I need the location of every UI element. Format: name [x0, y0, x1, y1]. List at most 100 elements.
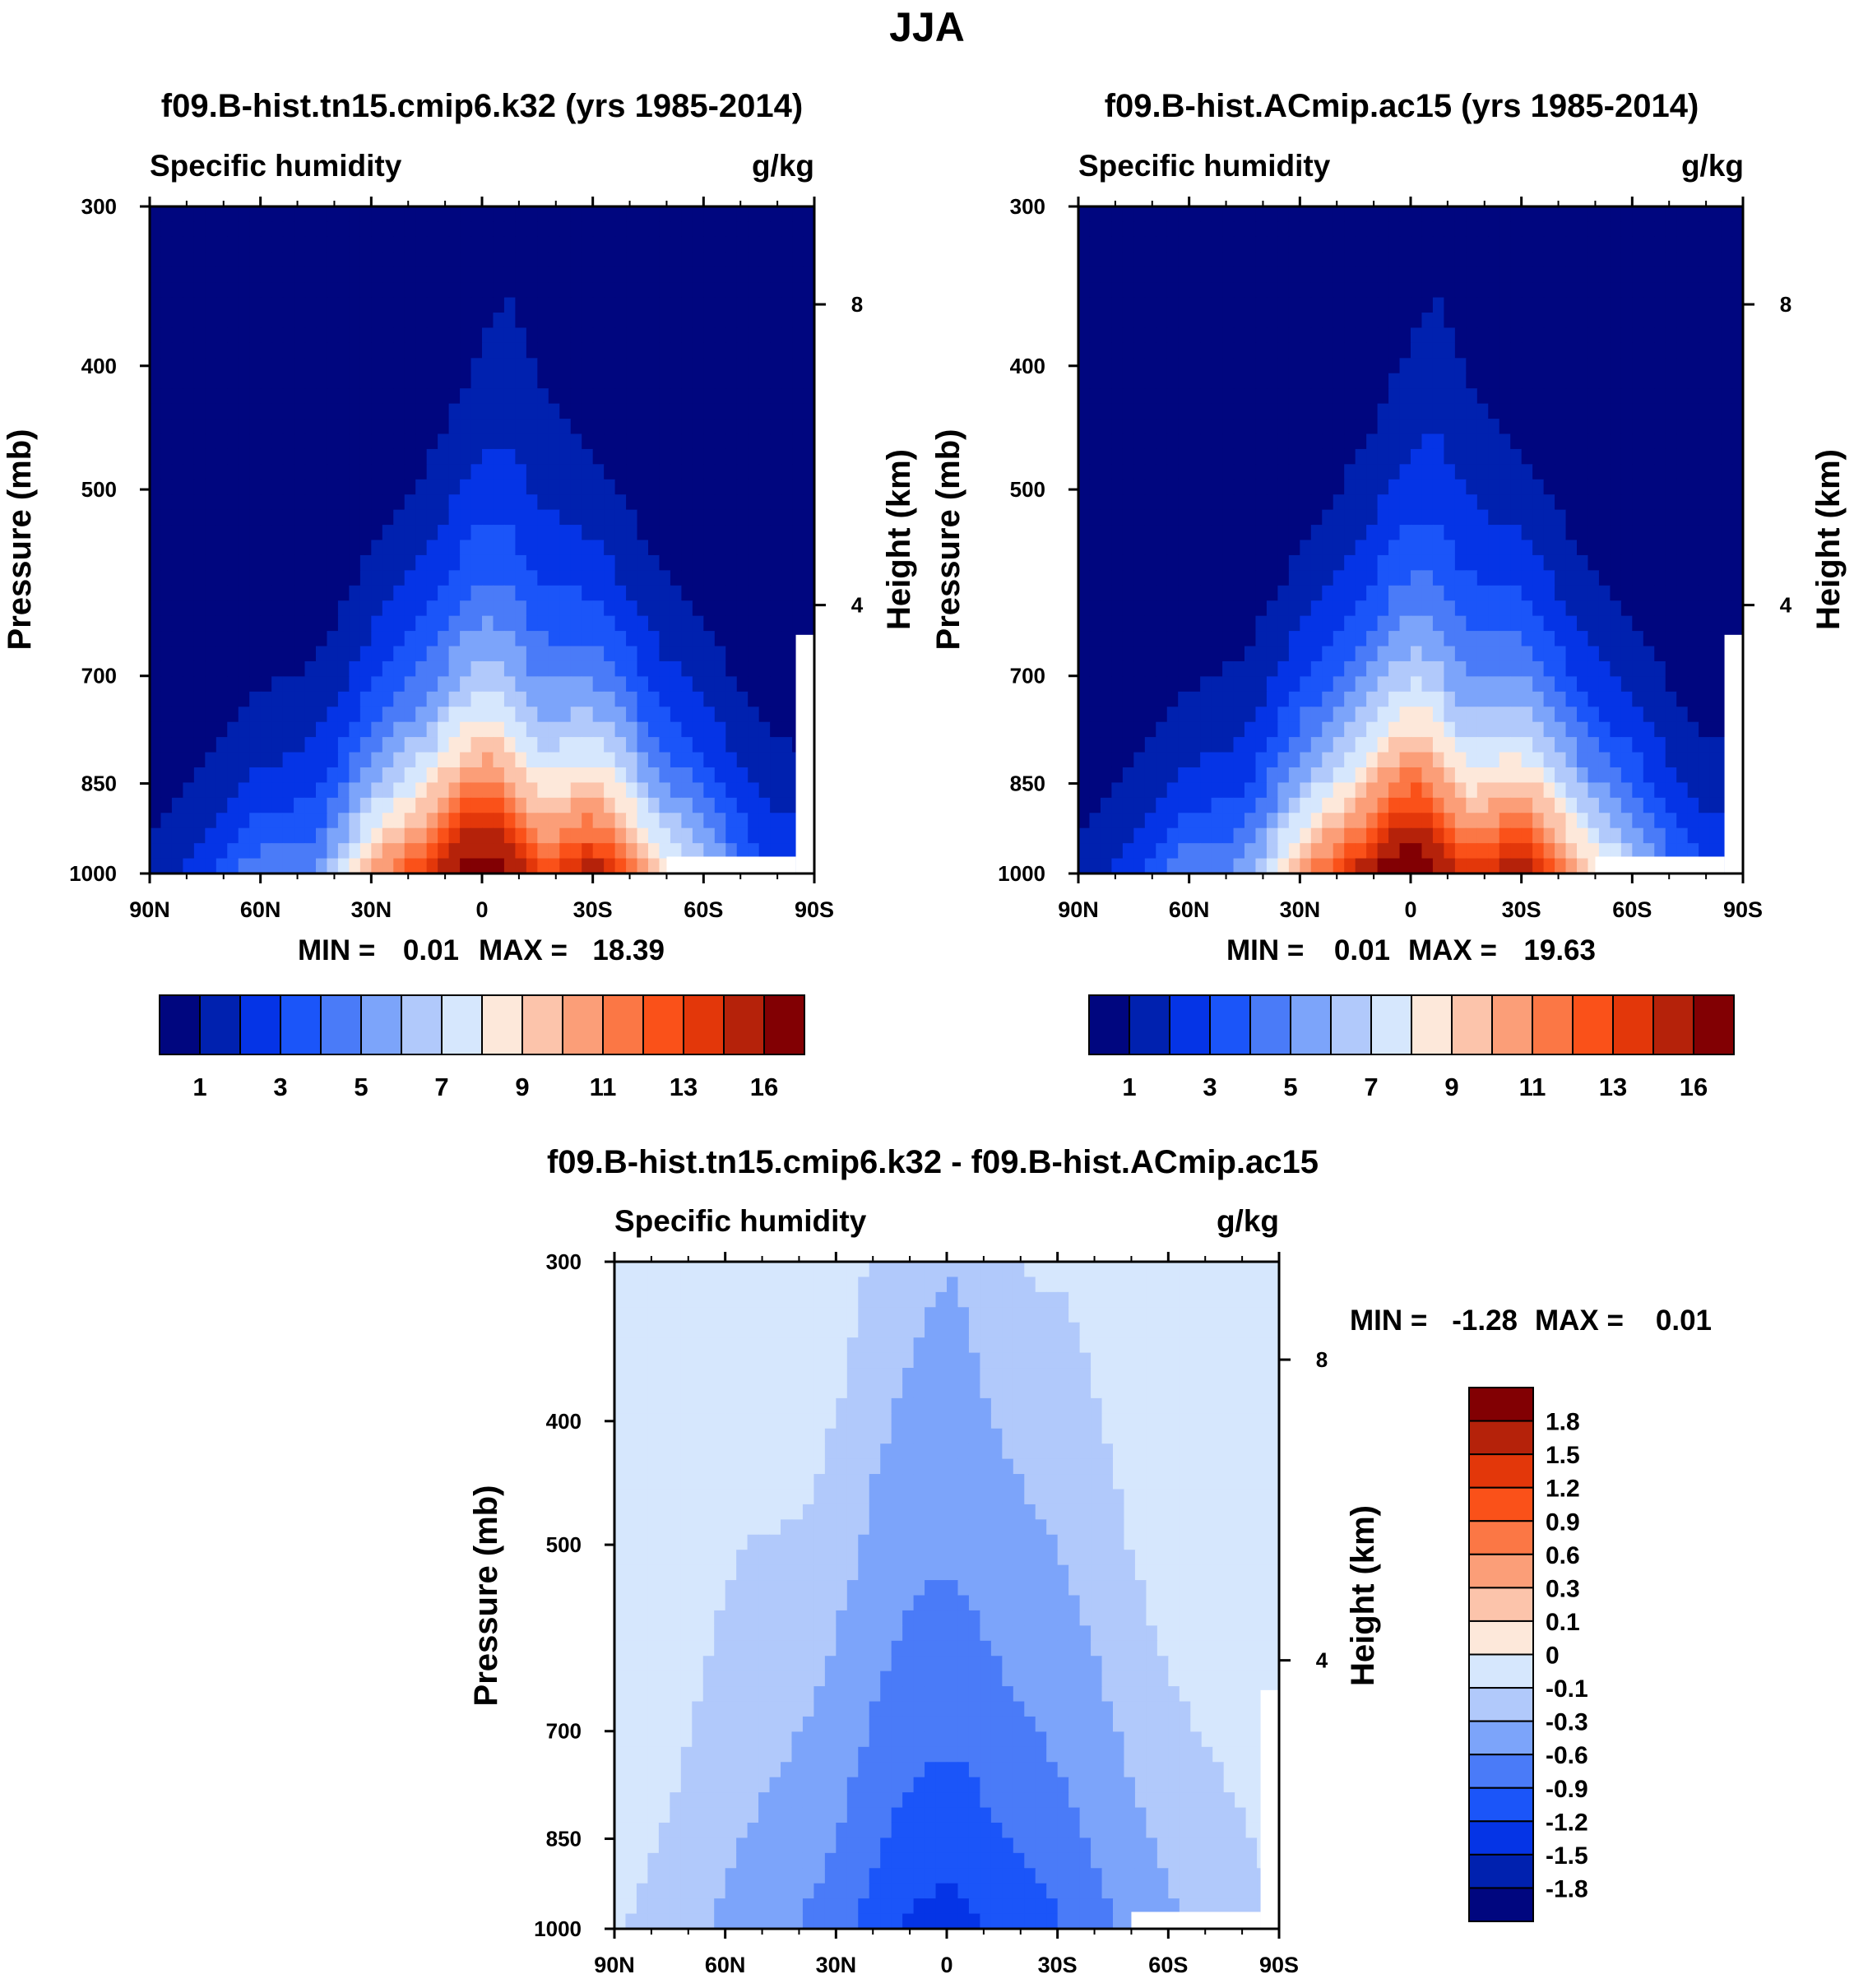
- contour-cell: [748, 721, 760, 738]
- contour-cell: [781, 342, 793, 359]
- contour-cell: [614, 676, 627, 693]
- contour-cell: [160, 252, 173, 268]
- contour-cell: [548, 479, 560, 495]
- contour-cell: [1388, 464, 1401, 480]
- contour-cell: [271, 540, 284, 556]
- contour-cell: [438, 767, 450, 784]
- contour-cell: [1499, 721, 1511, 738]
- contour-cell: [1587, 266, 1600, 283]
- contour-cell: [526, 646, 538, 662]
- contour-cell: [1288, 721, 1300, 738]
- contour-cell: [1466, 509, 1478, 526]
- contour-cell: [1377, 570, 1389, 586]
- contour-cell: [415, 585, 428, 601]
- contour-cell: [1189, 252, 1201, 268]
- contour-cell: [637, 858, 649, 874]
- contour-cell: [1510, 358, 1523, 374]
- contour-cell: [460, 433, 472, 450]
- contour-cell: [1211, 767, 1223, 784]
- contour-cell: [670, 433, 682, 450]
- contour-cell: [304, 282, 317, 299]
- contour-cell: [1699, 327, 1711, 344]
- contour-cell: [371, 388, 383, 405]
- contour-cell: [1399, 464, 1411, 480]
- contour-cell: [648, 252, 660, 268]
- contour-cell: [316, 646, 328, 662]
- contour-cell: [183, 327, 195, 344]
- contour-cell: [438, 691, 450, 707]
- contour-cell: [537, 236, 549, 253]
- contour-cell: [1122, 509, 1134, 526]
- contour-cell: [1233, 676, 1245, 693]
- contour-cell: [1166, 221, 1179, 238]
- contour-cell: [1344, 297, 1356, 313]
- contour-cell: [1189, 206, 1201, 223]
- contour-cell: [637, 737, 649, 753]
- contour-cell: [1156, 737, 1168, 753]
- contour-cell: [482, 419, 494, 435]
- contour-cell: [1543, 282, 1555, 299]
- contour-cell: [792, 313, 804, 329]
- contour-cell: [1598, 660, 1611, 677]
- contour-cell: [637, 266, 649, 283]
- contour-cell: [1411, 419, 1423, 435]
- contour-cell: [337, 827, 350, 844]
- contour-cell: [1643, 206, 1655, 223]
- contour-cell: [559, 752, 572, 768]
- contour-cell: [1587, 540, 1600, 556]
- contour-cell: [1388, 631, 1401, 647]
- contour-cell: [503, 767, 516, 784]
- contour-cell: [781, 600, 793, 617]
- contour-cell: [1288, 737, 1300, 753]
- contour-cell: [1377, 388, 1389, 405]
- contour-cell: [526, 266, 538, 283]
- contour-cell: [1577, 570, 1589, 586]
- contour-cell: [1277, 342, 1290, 359]
- contour-cell: [659, 327, 671, 344]
- contour-cell: [216, 464, 228, 480]
- contour-cell: [1610, 631, 1622, 647]
- contour-cell: [637, 691, 649, 707]
- contour-cell: [327, 494, 339, 511]
- contour-cell: [659, 479, 671, 495]
- contour-cell: [604, 342, 616, 359]
- contour-cell: [1510, 464, 1523, 480]
- contour-cell: [1300, 448, 1312, 465]
- contour-cell: [382, 448, 394, 465]
- contour-cell: [249, 448, 262, 465]
- contour-cell: [271, 525, 284, 541]
- contour-cell: [670, 707, 682, 723]
- contour-cell: [160, 494, 173, 511]
- contour-cell: [482, 600, 494, 617]
- contour-cell: [415, 448, 428, 465]
- contour-cell: [770, 707, 782, 723]
- contour-cell: [770, 236, 782, 253]
- contour-cell: [160, 206, 173, 223]
- contour-cell: [260, 433, 272, 450]
- contour-cell: [1333, 600, 1345, 617]
- contour-cell: [294, 252, 306, 268]
- contour-cell: [1665, 631, 1677, 647]
- contour-cell: [1266, 540, 1278, 556]
- contour-cell: [1300, 660, 1312, 677]
- contour-cell: [260, 858, 272, 874]
- contour-cell: [304, 509, 317, 526]
- panel-2: f09.B-hist.ACmip.ac15 (yrs 1985-2014) Sp…: [930, 88, 1847, 1101]
- contour-cell: [1454, 433, 1467, 450]
- contour-cell: [1255, 266, 1268, 283]
- contour-cell: [227, 252, 239, 268]
- contour-cell: [448, 843, 461, 860]
- contour-cell: [238, 433, 250, 450]
- contour-cell: [282, 236, 294, 253]
- contour-cell: [1587, 600, 1600, 617]
- contour-cell: [1565, 252, 1578, 268]
- contour-cell: [1111, 721, 1124, 738]
- contour-cell: [238, 631, 250, 647]
- contour-cell: [803, 373, 815, 389]
- contour-cell: [1665, 313, 1677, 329]
- contour-cell: [1565, 236, 1578, 253]
- contour-cell: [582, 448, 594, 465]
- contour-cell: [482, 403, 494, 419]
- contour-cell: [626, 403, 638, 419]
- contour-cell: [659, 419, 671, 435]
